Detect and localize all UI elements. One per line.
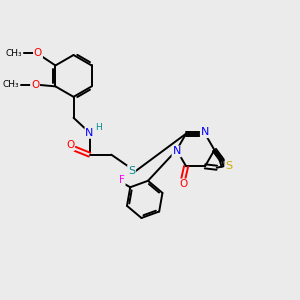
Text: O: O [179,179,187,189]
Text: CH₃: CH₃ [3,80,20,89]
Text: O: O [66,140,74,150]
Text: N: N [85,128,94,138]
Text: S: S [225,161,233,171]
Text: N: N [201,127,209,137]
Text: F: F [119,175,125,185]
Text: O: O [31,80,39,90]
Text: CH₃: CH₃ [6,49,22,58]
Text: S: S [128,166,135,176]
Text: O: O [34,48,42,58]
Text: N: N [172,146,181,157]
Text: H: H [95,123,102,132]
